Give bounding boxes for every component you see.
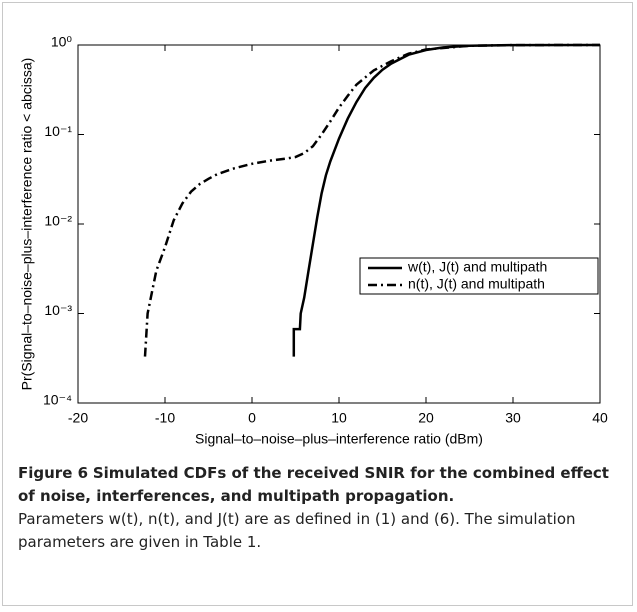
x-tick-label: 30 — [505, 410, 521, 426]
x-tick-label: 10 — [331, 410, 347, 426]
caption-text: Parameters w(t), n(t), and J(t) are as d… — [18, 510, 576, 551]
chart: Signal–to–noise–plus–interference ratio … — [19, 34, 608, 447]
legend-label: w(t), J(t) and multipath — [407, 259, 547, 275]
y-tick-label: 10⁻¹ — [44, 123, 72, 139]
y-tick-label: 10⁻³ — [44, 302, 72, 318]
x-tick-label: -20 — [68, 410, 88, 426]
series-line — [292, 43, 601, 357]
x-tick-label: 40 — [592, 410, 608, 426]
caption-title: Simulated CDFs of the received SNIR for … — [18, 464, 609, 505]
x-tick-label: -10 — [155, 410, 175, 426]
caption: Figure 6 Simulated CDFs of the received … — [18, 462, 618, 554]
figure-frame — [2, 2, 633, 606]
y-tick-label: 10⁰ — [51, 34, 73, 50]
plot-box — [77, 44, 601, 404]
x-tick-label: 20 — [418, 410, 434, 426]
x-axis-label: Signal–to–noise–plus–interference ratio … — [195, 431, 483, 447]
x-tick-label: 0 — [248, 410, 256, 426]
legend-label: n(t), J(t) and multipath — [408, 276, 545, 292]
y-axis-label: Pr(Signal–to–noise–plus–interference rat… — [19, 58, 35, 391]
y-tick-label: 10⁻⁴ — [43, 392, 72, 408]
y-tick-label: 10⁻² — [44, 213, 72, 229]
legend-box — [359, 257, 599, 295]
caption-label: Figure 6 — [18, 464, 89, 482]
series-line — [143, 43, 601, 357]
